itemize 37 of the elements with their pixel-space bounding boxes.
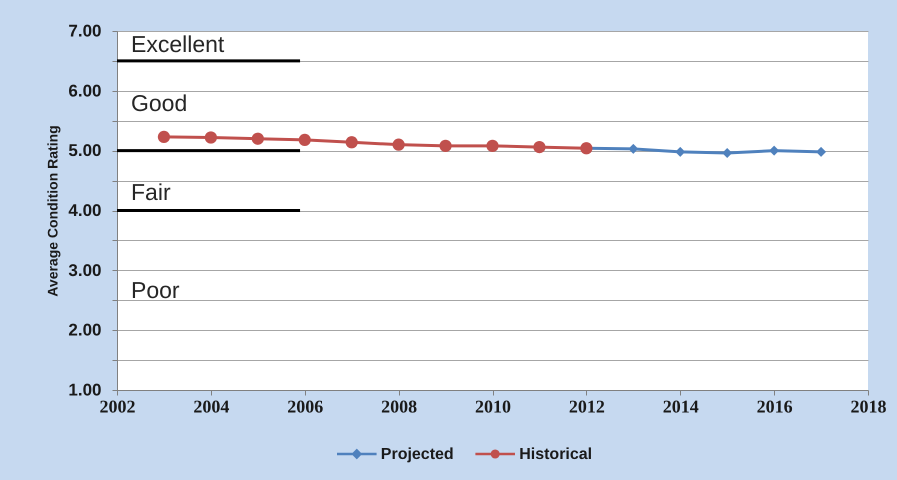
annotation: Poor bbox=[131, 277, 180, 303]
x-tick-label: 2004 bbox=[193, 396, 230, 416]
point bbox=[346, 136, 358, 148]
y-tick-label: 3.00 bbox=[68, 260, 102, 280]
annotation: Good bbox=[131, 90, 188, 116]
point bbox=[392, 138, 405, 151]
point bbox=[628, 144, 638, 154]
point bbox=[769, 146, 780, 156]
x-tick-label: 2002 bbox=[100, 396, 136, 416]
x-tick-label: 2016 bbox=[756, 396, 793, 416]
x-tick-label: 2014 bbox=[662, 396, 699, 416]
point bbox=[204, 131, 217, 144]
x-tick-label: 2006 bbox=[287, 396, 324, 416]
y-tick-label: 4.00 bbox=[68, 201, 102, 220]
y-tick-label: 6.00 bbox=[68, 81, 102, 100]
y-tick-label: 1.00 bbox=[68, 380, 102, 400]
point bbox=[816, 146, 826, 157]
x-tick-label: 2012 bbox=[568, 396, 605, 416]
point bbox=[675, 146, 686, 157]
legend-label: Projected bbox=[380, 446, 454, 463]
y-tick-label: 5.00 bbox=[68, 141, 102, 160]
point bbox=[439, 140, 452, 152]
x-tick-label: 2008 bbox=[381, 396, 418, 416]
point bbox=[298, 134, 311, 146]
point bbox=[252, 132, 264, 145]
point bbox=[158, 130, 170, 144]
x-tick-label: 2010 bbox=[475, 396, 511, 416]
point bbox=[486, 140, 499, 152]
y-tick-label: 7.00 bbox=[68, 22, 102, 40]
legend-label: Historical bbox=[519, 446, 592, 463]
annotation: Excellent bbox=[131, 31, 225, 57]
annotation: Fair bbox=[131, 179, 171, 205]
point bbox=[722, 148, 732, 158]
point bbox=[533, 140, 546, 154]
x-tick-label: 2018 bbox=[850, 396, 886, 416]
y-axis-title: Average Condition Rating bbox=[44, 125, 60, 297]
y-tick-label: 2.00 bbox=[68, 320, 102, 340]
